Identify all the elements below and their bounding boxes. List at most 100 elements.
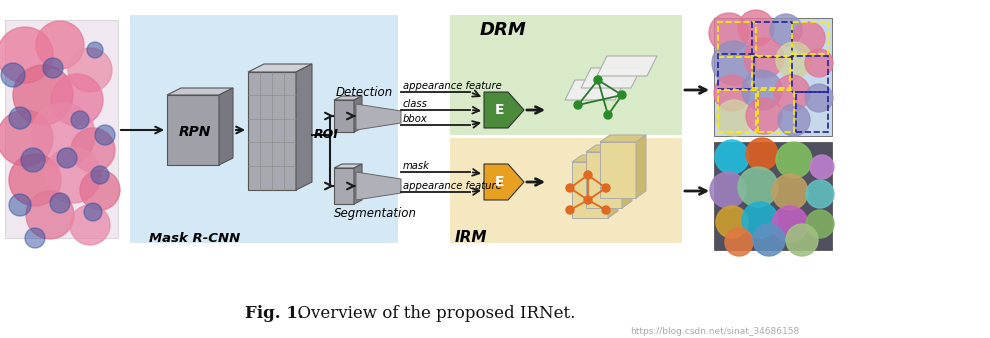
- Polygon shape: [565, 80, 625, 100]
- Circle shape: [746, 138, 778, 170]
- Circle shape: [709, 13, 749, 53]
- Circle shape: [574, 101, 582, 109]
- Circle shape: [21, 148, 45, 172]
- Polygon shape: [622, 145, 632, 208]
- Circle shape: [87, 42, 103, 58]
- Text: Segmentation: Segmentation: [334, 208, 417, 220]
- Polygon shape: [356, 172, 401, 200]
- Circle shape: [84, 203, 102, 221]
- Circle shape: [584, 171, 592, 179]
- Text: appearance feature: appearance feature: [403, 181, 502, 191]
- Circle shape: [618, 91, 626, 99]
- Bar: [5, 20, 118, 238]
- Circle shape: [80, 170, 120, 210]
- Text: Fig. 1.: Fig. 1.: [245, 306, 304, 322]
- Circle shape: [746, 98, 782, 134]
- Circle shape: [566, 184, 574, 192]
- Circle shape: [772, 174, 808, 210]
- Circle shape: [602, 206, 610, 214]
- Bar: [718, 90, 756, 132]
- Bar: [792, 56, 828, 92]
- Polygon shape: [334, 164, 362, 168]
- Circle shape: [71, 128, 115, 172]
- Circle shape: [778, 104, 810, 136]
- Circle shape: [1, 63, 25, 87]
- Text: Overview of the proposed IRNet.: Overview of the proposed IRNet.: [287, 306, 575, 322]
- Circle shape: [0, 110, 53, 166]
- Polygon shape: [600, 142, 636, 198]
- Circle shape: [725, 228, 753, 256]
- Circle shape: [753, 224, 785, 256]
- Circle shape: [805, 49, 833, 77]
- Circle shape: [604, 111, 612, 119]
- Polygon shape: [572, 155, 618, 162]
- Circle shape: [25, 228, 45, 248]
- Bar: [130, 15, 398, 243]
- Circle shape: [738, 167, 778, 207]
- Circle shape: [710, 172, 746, 208]
- Polygon shape: [600, 135, 646, 142]
- Bar: [718, 54, 754, 89]
- Circle shape: [776, 142, 812, 178]
- Polygon shape: [334, 100, 354, 132]
- Circle shape: [566, 206, 574, 214]
- Bar: [714, 18, 832, 136]
- Bar: [752, 56, 790, 88]
- Circle shape: [716, 100, 752, 136]
- Text: Detection: Detection: [336, 86, 393, 98]
- Circle shape: [0, 27, 53, 83]
- Circle shape: [51, 74, 103, 126]
- Circle shape: [716, 206, 748, 238]
- Text: Mask R-CNN: Mask R-CNN: [149, 232, 241, 244]
- Circle shape: [36, 21, 84, 69]
- Circle shape: [805, 84, 833, 112]
- Circle shape: [68, 48, 112, 92]
- Polygon shape: [167, 95, 219, 165]
- Polygon shape: [608, 155, 618, 218]
- Circle shape: [50, 193, 70, 213]
- Polygon shape: [354, 164, 362, 204]
- Circle shape: [714, 75, 750, 111]
- Text: RPN: RPN: [179, 125, 211, 139]
- Polygon shape: [581, 68, 641, 88]
- Circle shape: [9, 154, 61, 206]
- Polygon shape: [586, 145, 632, 152]
- Circle shape: [744, 38, 784, 78]
- Polygon shape: [484, 164, 524, 200]
- Circle shape: [786, 224, 818, 256]
- Circle shape: [776, 42, 812, 78]
- Polygon shape: [219, 88, 233, 165]
- Bar: [752, 22, 792, 57]
- Polygon shape: [334, 96, 362, 100]
- Circle shape: [806, 210, 834, 238]
- Circle shape: [770, 14, 802, 46]
- Polygon shape: [334, 168, 354, 204]
- Polygon shape: [484, 92, 524, 128]
- Bar: [796, 92, 828, 132]
- Circle shape: [715, 140, 749, 174]
- Circle shape: [31, 103, 95, 167]
- Circle shape: [57, 148, 77, 168]
- Polygon shape: [354, 96, 362, 132]
- Circle shape: [91, 166, 109, 184]
- Circle shape: [26, 191, 74, 239]
- Circle shape: [43, 58, 63, 78]
- Bar: [758, 90, 794, 132]
- Circle shape: [9, 194, 31, 216]
- Circle shape: [13, 65, 73, 125]
- Circle shape: [9, 107, 31, 129]
- Polygon shape: [586, 152, 622, 208]
- Circle shape: [774, 75, 810, 111]
- Polygon shape: [296, 64, 312, 190]
- Text: DRM: DRM: [480, 21, 527, 39]
- Polygon shape: [167, 88, 233, 95]
- Polygon shape: [636, 135, 646, 198]
- Circle shape: [712, 41, 756, 85]
- Text: appearance feature: appearance feature: [403, 81, 502, 91]
- Circle shape: [806, 180, 834, 208]
- Text: E: E: [494, 103, 504, 117]
- Text: E: E: [494, 175, 504, 189]
- Circle shape: [45, 147, 101, 203]
- Circle shape: [738, 10, 774, 46]
- Circle shape: [95, 125, 115, 145]
